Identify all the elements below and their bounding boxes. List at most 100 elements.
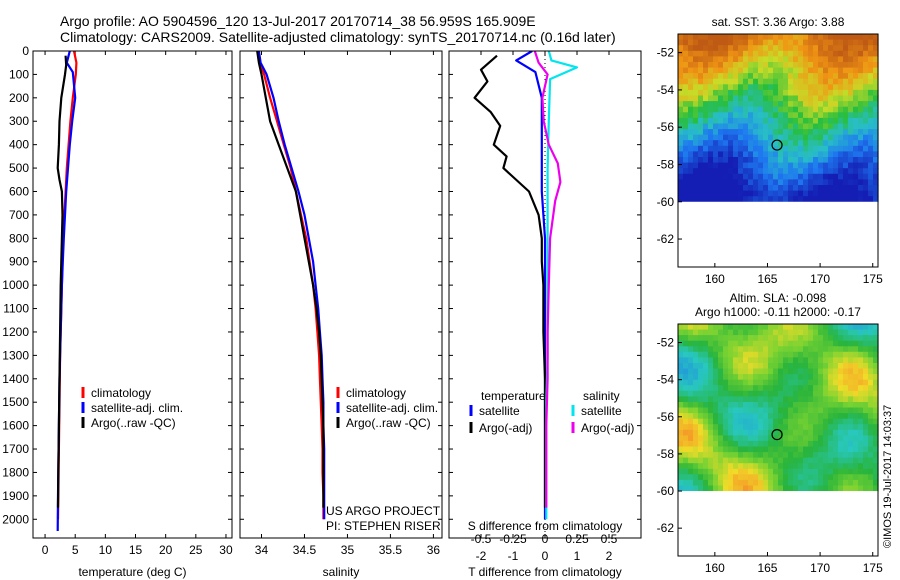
heatmap-cell <box>703 452 709 459</box>
heatmap-cell <box>868 84 874 91</box>
heatmap-cell <box>738 56 744 63</box>
heatmap-cell <box>763 179 769 186</box>
heatmap-cell <box>838 335 844 342</box>
heatmap-cell <box>728 390 734 397</box>
heatmap-cell <box>743 145 749 152</box>
heatmap-cell <box>753 123 759 130</box>
heatmap-cell <box>783 117 789 125</box>
heatmap-cell <box>828 374 834 381</box>
heatmap-cell <box>748 140 754 147</box>
heatmap-cell <box>693 435 699 442</box>
legend-label: Argo(..raw -QC) <box>91 416 176 430</box>
heatmap-cell <box>858 95 864 102</box>
heatmap-cell <box>728 173 734 180</box>
heatmap-cell <box>803 340 809 347</box>
heatmap-cell <box>863 78 869 85</box>
heatmap-cell <box>683 123 689 130</box>
heatmap-cell <box>708 56 714 63</box>
heatmap-cell <box>858 67 864 74</box>
heatmap-cell <box>703 34 709 41</box>
heatmap-cell <box>858 34 864 41</box>
heatmap-cell <box>683 190 689 197</box>
heatmap-cell <box>713 62 719 69</box>
heatmap-cell <box>808 39 814 46</box>
heatmap-cell <box>703 78 709 85</box>
heatmap-cell <box>783 474 789 481</box>
heatmap-cell <box>723 106 729 113</box>
heatmap-cell <box>763 374 769 381</box>
heatmap-cell <box>853 474 859 481</box>
heatmap-cell <box>793 145 799 152</box>
heatmap-cell <box>808 340 814 347</box>
heatmap-cell <box>693 196 699 203</box>
heatmap-cell <box>818 89 824 97</box>
heatmap-cell <box>738 390 744 397</box>
heatmap-cell <box>718 463 724 470</box>
heatmap-cell <box>698 385 704 392</box>
heatmap-cell <box>743 457 749 464</box>
heatmap-cell <box>778 468 784 475</box>
heatmap-cell <box>773 185 779 192</box>
heatmap-cell <box>758 440 764 448</box>
heatmap-cell <box>833 335 839 342</box>
heatmap-cell <box>848 112 854 119</box>
heatmap-cell <box>778 457 784 464</box>
heatmap-cell <box>848 50 854 57</box>
heatmap-cell <box>753 463 759 470</box>
heatmap-cell <box>768 346 774 353</box>
heatmap-cell <box>863 196 869 203</box>
heatmap-cell <box>863 101 869 108</box>
heatmap-cell <box>803 429 809 436</box>
heatmap-cell <box>828 452 834 459</box>
heatmap-cell <box>813 390 819 397</box>
heatmap-cell <box>728 95 734 102</box>
heatmap-cell <box>863 157 869 164</box>
heatmap-cell <box>678 351 684 358</box>
heatmap-cell <box>773 402 779 409</box>
heatmap-cell <box>853 390 859 397</box>
heatmap-cell <box>868 468 874 475</box>
heatmap-cell <box>813 374 819 381</box>
heatmap-cell <box>793 340 799 347</box>
heatmap-cell <box>678 117 684 125</box>
heatmap-cell <box>863 402 869 409</box>
heatmap-cell <box>683 446 689 453</box>
heatmap-cell <box>828 485 834 492</box>
y-tick-label: -58 <box>657 447 675 461</box>
heatmap-cell <box>683 151 689 158</box>
heatmap-cell <box>798 162 804 169</box>
heatmap-cell <box>773 474 779 481</box>
heatmap-cell <box>828 418 834 425</box>
heatmap-cell <box>753 34 759 41</box>
heatmap-cell <box>748 346 754 353</box>
heatmap-cell <box>803 179 809 186</box>
heatmap-cell <box>748 145 754 152</box>
heatmap-cell <box>753 346 759 353</box>
heatmap-cell <box>788 407 794 414</box>
heatmap-cell <box>738 129 744 136</box>
heatmap-cell <box>773 95 779 102</box>
heatmap-cell <box>683 101 689 108</box>
heatmap-cell <box>863 374 869 381</box>
heatmap-cell <box>758 335 764 342</box>
heatmap-cell <box>678 162 684 169</box>
heatmap-cell <box>703 368 709 375</box>
heatmap-cell <box>798 418 804 425</box>
heatmap-cell <box>853 134 859 141</box>
heatmap-cell <box>678 468 684 475</box>
heatmap-cell <box>718 84 724 91</box>
heatmap-cell <box>688 123 694 130</box>
heatmap-cell <box>773 45 779 52</box>
heatmap-cell <box>848 346 854 353</box>
heatmap-cell <box>743 89 749 97</box>
heatmap-cell <box>788 95 794 102</box>
heatmap-cell <box>823 196 829 203</box>
heatmap-cell <box>873 329 879 336</box>
heatmap-cell <box>808 134 814 141</box>
heatmap-cell <box>778 34 784 41</box>
heatmap-cell <box>808 418 814 425</box>
heatmap-cell <box>783 346 789 353</box>
heatmap-cell <box>748 385 754 392</box>
heatmap-cell <box>733 106 739 113</box>
heatmap-cell <box>718 95 724 102</box>
